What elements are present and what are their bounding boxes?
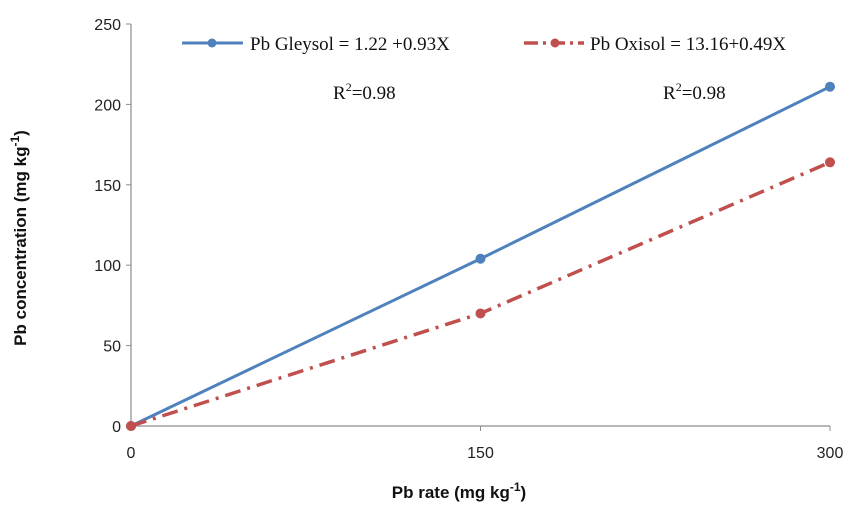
x-tick-label: 150 <box>467 445 494 462</box>
legend-marker-oxisol <box>550 38 560 48</box>
r2-annotation-oxisol: R2=0.98 <box>663 80 726 104</box>
x-tick-label: 300 <box>817 445 844 462</box>
y-tick-label: 250 <box>94 17 121 34</box>
x-axis-ticks: 0 150 300 <box>127 426 844 462</box>
legend-marker-gleysol <box>207 38 217 48</box>
series-layer <box>126 81 835 431</box>
series-line-1 <box>130 160 831 428</box>
data-point-series-1 <box>126 421 136 431</box>
legend-label-gleysol: Pb Gleysol = 1.22 +0.93X <box>250 34 450 55</box>
data-point-series-1 <box>475 308 486 319</box>
y-tick-label: 200 <box>94 97 121 114</box>
data-point-series-1 <box>825 157 835 168</box>
x-axis-title: Pb rate (mg kg-1) <box>392 480 526 502</box>
y-tick-label: 50 <box>103 339 121 356</box>
y-axis-title: Pb concentration (mg kg-1) <box>8 130 30 346</box>
y-axis-ticks: 0 50 100 150 200 250 <box>94 17 131 436</box>
y-tick-label: 0 <box>112 419 121 436</box>
x-tick-label: 0 <box>127 445 136 462</box>
y-tick-label: 100 <box>94 258 121 275</box>
legend-label-oxisol: Pb Oxisol = 13.16+0.49X <box>590 34 786 55</box>
y-tick-label: 150 <box>94 178 121 195</box>
r2-annotation-gleysol: R2=0.98 <box>333 80 396 104</box>
data-point-series-0 <box>475 253 486 264</box>
legend: Pb Gleysol = 1.22 +0.93X Pb Oxisol = 13.… <box>182 34 786 55</box>
data-point-series-0 <box>825 81 835 92</box>
